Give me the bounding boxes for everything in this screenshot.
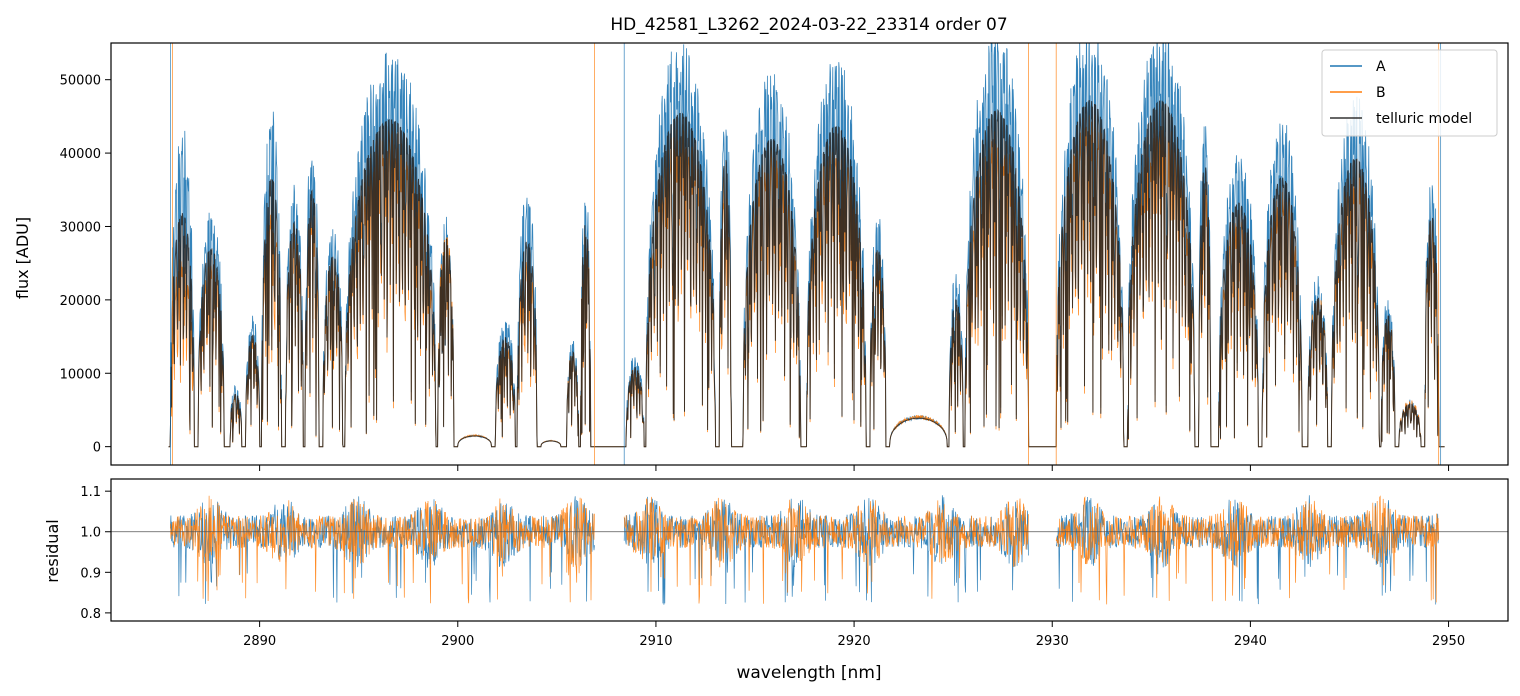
x-axis-label: wavelength [nm] bbox=[736, 663, 881, 683]
flux-axes-frame bbox=[110, 42, 1509, 466]
flux-y-tick-label: 0 bbox=[93, 441, 101, 456]
flux-y-ticks: 0 10000 20000 30000 40000 50000 bbox=[60, 74, 111, 456]
flux-data bbox=[168, 43, 1445, 465]
residual-x-tick-label: 2920 bbox=[838, 634, 871, 649]
residual-y-axis-label: residual bbox=[43, 519, 62, 582]
residual-x-tick-label: 2900 bbox=[441, 634, 474, 649]
flux-x-ticks bbox=[259, 465, 1450, 471]
legend-label-b: B bbox=[1376, 85, 1386, 101]
legend-box bbox=[1321, 49, 1498, 137]
residual-axes-frame bbox=[110, 478, 1509, 622]
residual-y-ticks: 0.8 0.9 1.0 1.1 bbox=[80, 485, 111, 622]
residual-a-line bbox=[623, 495, 1029, 605]
telluric-model-line bbox=[168, 100, 1445, 448]
flux-y-axis-label: flux [ADU] bbox=[13, 217, 32, 299]
residual-x-ticks: 2890 2900 2910 2920 2930 2940 2950 bbox=[243, 621, 1465, 649]
chart-title: HD_42581_L3262_2024-03-22_23314 order 07 bbox=[610, 15, 1007, 35]
flux-y-tick-label: 30000 bbox=[60, 220, 101, 235]
residual-y-tick-label: 0.8 bbox=[80, 607, 101, 622]
flux-y-tick-label: 20000 bbox=[60, 294, 101, 309]
residual-panel: 0.8 0.9 1.0 1.1 2890 2900 2910 2920 2930 2940 295… bbox=[43, 478, 1509, 683]
legend-label-telluric: telluric model bbox=[1376, 111, 1472, 127]
residual-y-tick-label: 0.9 bbox=[80, 566, 101, 581]
residual-y-tick-label: 1.1 bbox=[80, 485, 101, 500]
residual-x-tick-label: 2890 bbox=[243, 634, 276, 649]
residual-a-line bbox=[170, 496, 595, 604]
legend: A B telluric model bbox=[1321, 49, 1498, 137]
residual-y-tick-label: 1.0 bbox=[80, 526, 101, 541]
flux-y-tick-label: 10000 bbox=[60, 367, 101, 382]
flux-panel: 0 10000 20000 30000 40000 50000 flux [ADU] A … bbox=[13, 42, 1509, 471]
residual-x-tick-label: 2950 bbox=[1432, 634, 1465, 649]
residual-x-tick-label: 2940 bbox=[1234, 634, 1267, 649]
residual-x-tick-label: 2930 bbox=[1036, 634, 1069, 649]
legend-label-a: A bbox=[1376, 59, 1386, 75]
residual-data bbox=[111, 495, 1508, 605]
residual-b-line bbox=[1055, 495, 1439, 605]
residual-x-tick-label: 2910 bbox=[639, 634, 672, 649]
residual-b-line bbox=[623, 496, 1029, 604]
flux-y-tick-label: 40000 bbox=[60, 147, 101, 162]
flux-y-tick-label: 50000 bbox=[60, 74, 101, 89]
residual-b-line bbox=[170, 495, 595, 604]
